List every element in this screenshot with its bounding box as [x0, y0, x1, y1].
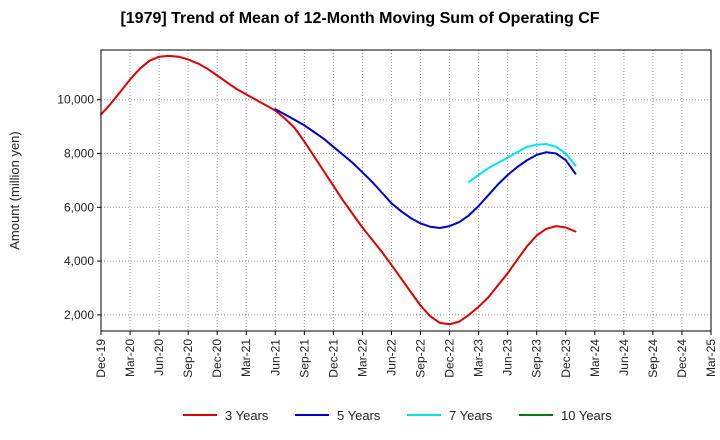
series-layer — [100, 54, 577, 326]
y-axis-label: Amount (million yen) — [7, 131, 22, 250]
x-tick-label: Sep-21 — [297, 339, 311, 378]
x-tick-label: Jun-23 — [501, 339, 515, 376]
x-tick-label: Mar-24 — [588, 339, 602, 377]
chart-title: [1979] Trend of Mean of 12-Month Moving … — [120, 10, 600, 27]
x-tick-label: Sep-23 — [530, 339, 544, 378]
y-tick-label: 8,000 — [64, 147, 94, 161]
plot-frame — [100, 49, 712, 332]
y-tick-label: 4,000 — [64, 254, 94, 268]
x-tick-label: Jun-22 — [384, 339, 398, 376]
y-tick-label: 2,000 — [64, 308, 94, 322]
legend: 3 Years 5 Years 7 Years 10 Years — [183, 408, 612, 423]
legend-label: 10 Years — [561, 408, 612, 423]
x-tick-label: Mar-23 — [472, 339, 486, 377]
series-line-5-years — [274, 108, 577, 229]
x-tick-label: Dec-21 — [326, 339, 340, 378]
x-tick-label: Mar-22 — [355, 339, 369, 377]
x-tick-label: Mar-20 — [123, 339, 137, 377]
x-tick-label: Jun-20 — [152, 339, 166, 376]
x-tick-label: Dec-20 — [210, 339, 224, 378]
x-tick-label: Sep-20 — [181, 339, 195, 378]
x-tick-label: Sep-22 — [414, 339, 428, 378]
y-tick-label: 6,000 — [64, 200, 94, 214]
legend-label: 5 Years — [337, 408, 381, 423]
y-tick-label: 10,000 — [57, 93, 94, 107]
x-tick-label: Sep-24 — [646, 339, 660, 378]
x-tick-label: Jun-21 — [268, 339, 282, 376]
x-tick-label: Dec-22 — [443, 339, 457, 378]
series-line-7-years — [467, 143, 577, 183]
x-tick-label: Dec-23 — [559, 339, 573, 378]
x-tick-label: Mar-21 — [239, 339, 253, 377]
axis-layer: Dec-19 Mar-20 Jun-20 Sep-20 Dec-20 Mar-21 Jun-… — [57, 93, 718, 378]
legend-label: 7 Years — [449, 408, 493, 423]
x-tick-label: Dec-19 — [94, 339, 108, 378]
x-tick-label: Dec-24 — [675, 339, 689, 378]
grid-layer — [101, 50, 711, 331]
legend-label: 3 Years — [225, 408, 269, 423]
x-tick-label: Mar-25 — [704, 339, 718, 377]
x-tick-label: Jun-24 — [617, 339, 631, 376]
series-line-3-years — [100, 54, 577, 326]
